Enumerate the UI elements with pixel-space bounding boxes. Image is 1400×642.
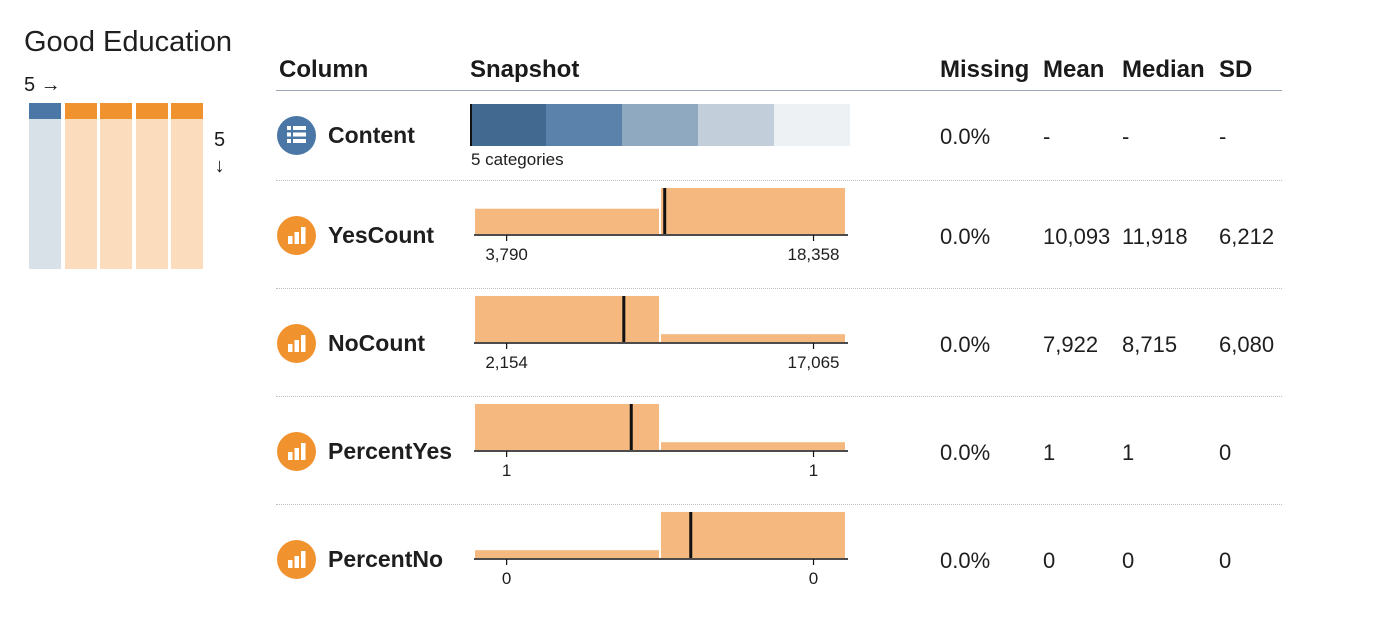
- bar-chart-icon: [277, 216, 316, 255]
- axis-tick-label: 17,065: [788, 353, 840, 372]
- header-column: Column: [279, 56, 369, 83]
- header-mean: Mean: [1043, 56, 1105, 83]
- category-segment[interactable]: [698, 104, 774, 146]
- header-median: Median: [1122, 56, 1205, 83]
- sd-value: 6,080: [1219, 332, 1275, 357]
- bar-chart-icon: [277, 432, 316, 471]
- overview-column-numeric: [171, 103, 203, 269]
- down-arrow-icon: ↓: [214, 155, 225, 177]
- dataset-title: Good Education: [24, 26, 232, 58]
- category-segment[interactable]: [546, 104, 622, 146]
- mean-value: 7,922: [1043, 332, 1099, 357]
- histogram-bar[interactable]: [661, 188, 845, 234]
- row-divider: [276, 288, 1282, 289]
- column-count-label: 5 →: [24, 74, 61, 96]
- list-icon: [277, 116, 316, 155]
- mean-value: 1: [1043, 440, 1056, 465]
- histogram-nocount[interactable]: 2,154 17,065: [470, 294, 850, 386]
- overview-column-numeric: [135, 103, 168, 269]
- sd-value: -: [1219, 124, 1227, 149]
- median-value: 11,918: [1122, 224, 1188, 249]
- bar-chart-icon: [277, 540, 316, 579]
- row-count-value: 5: [214, 129, 226, 151]
- row-count-label: 5 ↓: [214, 127, 225, 179]
- overview-column-categorical: [29, 103, 61, 269]
- axis-tick-label: 2,154: [485, 353, 528, 372]
- missing-value: 0.0%: [940, 332, 991, 357]
- missing-value: 0.0%: [940, 548, 991, 573]
- missing-value: 0.0%: [940, 224, 991, 249]
- bar-chart-icon: [277, 324, 316, 363]
- axis-tick-label: 1: [809, 461, 818, 480]
- mean-value: 10,093: [1043, 224, 1111, 249]
- header-missing: Missing: [940, 56, 1030, 83]
- missing-value: 0.0%: [940, 124, 991, 149]
- axis-tick-label: 1: [502, 461, 511, 480]
- column-name-nocount[interactable]: NoCount: [328, 330, 426, 356]
- row-divider: [276, 180, 1282, 181]
- category-segment[interactable]: [470, 104, 546, 146]
- column-name-percentyes[interactable]: PercentYes: [328, 438, 453, 464]
- category-start-marker: [470, 104, 472, 146]
- category-segment[interactable]: [774, 104, 850, 146]
- sd-value: 6,212: [1219, 224, 1275, 249]
- histogram-bar[interactable]: [661, 442, 845, 450]
- median-value: -: [1122, 124, 1130, 149]
- overview-column-numeric: [100, 103, 132, 269]
- column-name-yescount[interactable]: YesCount: [328, 222, 435, 248]
- sd-value: 0: [1219, 548, 1232, 573]
- median-value: 8,715: [1122, 332, 1178, 357]
- category-segment[interactable]: [622, 104, 698, 146]
- histogram-bar[interactable]: [661, 512, 845, 558]
- histogram-bar[interactable]: [475, 296, 659, 342]
- histogram-bar[interactable]: [475, 208, 659, 234]
- column-name-content[interactable]: Content: [328, 122, 415, 148]
- axis-tick-label: 3,790: [485, 245, 528, 264]
- axis-tick-label: 18,358: [788, 245, 840, 264]
- median-value: 0: [1122, 548, 1135, 573]
- row-divider: [276, 396, 1282, 397]
- sd-value: 0: [1219, 440, 1232, 465]
- histogram-bar[interactable]: [661, 334, 845, 342]
- header-divider: [276, 90, 1282, 91]
- categories-count-label: 5 categories: [471, 150, 564, 169]
- header-sd: SD: [1219, 56, 1253, 83]
- axis-tick-label: 0: [502, 569, 511, 588]
- median-value: 1: [1122, 440, 1135, 465]
- histogram-bar[interactable]: [475, 550, 659, 558]
- missing-value: 0.0%: [940, 440, 991, 465]
- mean-value: 0: [1043, 548, 1056, 573]
- mean-value: -: [1043, 124, 1051, 149]
- header-snapshot: Snapshot: [470, 56, 580, 83]
- row-divider: [276, 504, 1282, 505]
- category-snapshot-bar[interactable]: [470, 104, 850, 146]
- histogram-yescount[interactable]: 3,790 18,358: [470, 186, 850, 278]
- axis-tick-label: 0: [809, 569, 818, 588]
- overview-column-numeric: [64, 103, 97, 269]
- histogram-bar[interactable]: [475, 404, 659, 450]
- column-name-percentno[interactable]: PercentNo: [328, 546, 444, 572]
